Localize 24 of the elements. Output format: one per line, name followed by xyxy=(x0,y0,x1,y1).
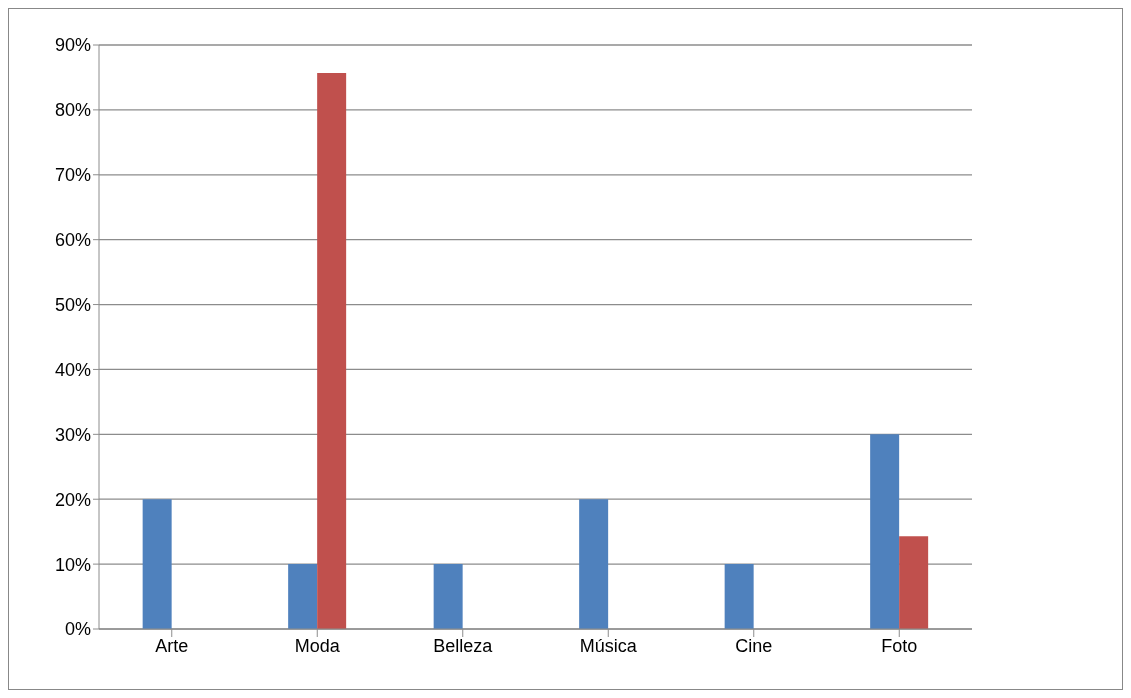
y-tick-label: 0% xyxy=(64,619,91,640)
bar xyxy=(579,499,609,629)
x-tick-label: Moda xyxy=(294,635,341,656)
y-tick-label: 50% xyxy=(54,294,91,315)
y-tick-label: 80% xyxy=(54,100,91,121)
bar xyxy=(899,536,929,629)
bar xyxy=(142,499,172,629)
bar xyxy=(724,564,754,629)
x-tick-label: Foto xyxy=(881,635,918,656)
y-tick-label: 20% xyxy=(54,489,91,510)
y-tick-label: 60% xyxy=(54,230,91,251)
y-tick-label: 40% xyxy=(54,359,91,380)
y-tick-label: 30% xyxy=(54,424,91,445)
x-tick-label: Arte xyxy=(155,635,189,656)
bar xyxy=(870,434,900,629)
x-tick-label: Música xyxy=(579,635,638,656)
bar xyxy=(317,72,347,629)
y-tick-label: 90% xyxy=(54,35,91,56)
bar xyxy=(433,564,463,629)
bar xyxy=(288,564,318,629)
y-tick-label: 70% xyxy=(54,165,91,186)
x-tick-label: Cine xyxy=(735,635,773,656)
x-tick-label: Belleza xyxy=(433,635,494,656)
y-tick-label: 10% xyxy=(54,554,91,575)
